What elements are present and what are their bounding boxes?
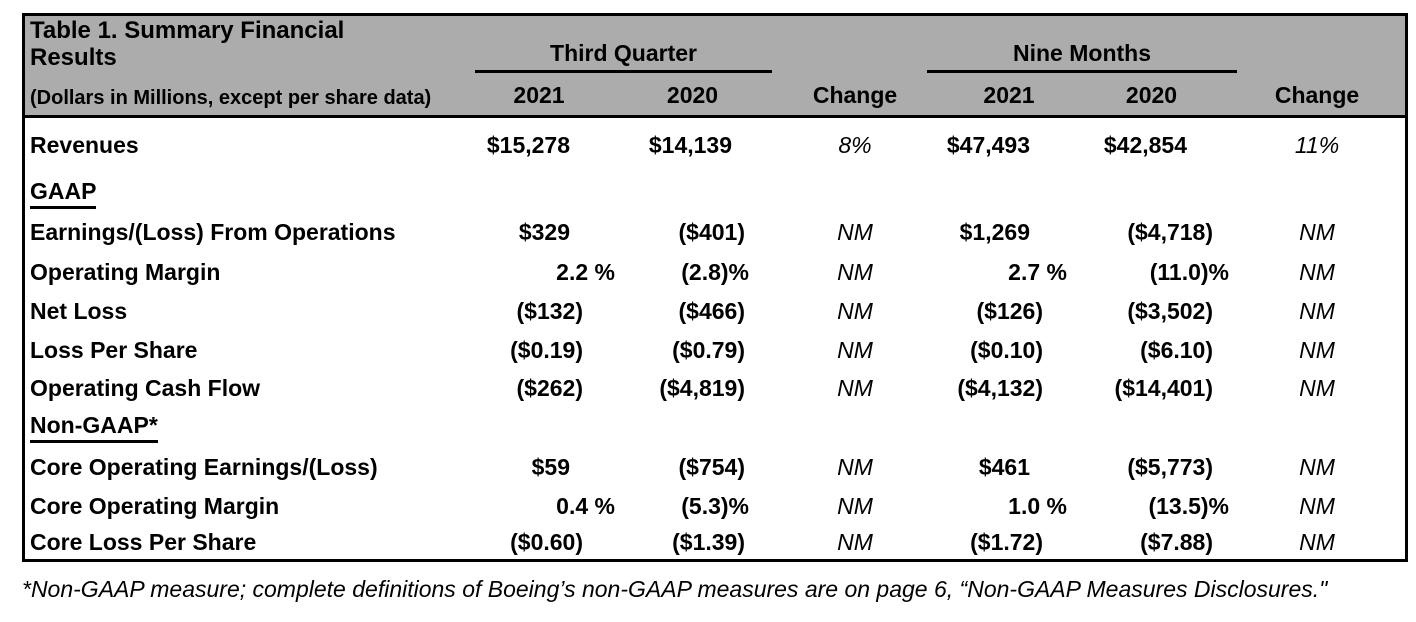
table-row-core-operating-earnings-loss: Core Operating Earnings/(Loss) $59 ($754… [25,447,1405,487]
cell-nm-change: NM [1299,493,1335,519]
cell-q3-2021: 2.2 % [556,258,615,285]
col-header-nm-2020: 2020 [1125,82,1178,108]
row-label: Core Loss Per Share [30,529,257,555]
cell-nm-2020: $42,854 [1103,132,1187,158]
cell-nm-2020: (13.5)% [1148,493,1229,519]
cell-q3-2021: $329 [518,219,570,245]
col-header-nm-change: Change [1274,82,1360,108]
row-label: Loss Per Share [30,336,198,363]
cell-nm-2020: ($7.88) [1140,529,1213,555]
table-title: Table 1. Summary Financial Results [30,17,344,71]
row-label: Core Operating Earnings/(Loss) [30,453,378,480]
cell-nm-change: NM [1299,453,1335,480]
cell-nm-2021: 2.7 % [1008,258,1067,285]
section-label-wrap: GAAP [25,178,459,209]
cell-q3-change: NM [837,298,873,324]
group-header-nine-months: Nine Months [927,40,1237,73]
row-label: Operating Cash Flow [30,374,261,401]
cell-q3-change: NM [837,529,873,555]
cell-nm-2021: $461 [978,453,1030,480]
table-section-row-non-gaap: Non-GAAP* [25,407,1405,447]
cell-q3-2021: ($132) [516,298,583,324]
cell-nm-2021: ($4,132) [957,374,1043,401]
table-row-revenues: Revenues $15,278 $14,139 8% $47,493 $42,… [25,118,1405,173]
cell-q3-2020: ($4,819) [659,374,745,401]
group-header-third-quarter-label: Third Quarter [550,40,697,66]
cell-q3-2021: ($262) [516,374,583,401]
table-body: Revenues $15,278 $14,139 8% $47,493 $42,… [25,118,1405,559]
cell-nm-2021: $1,269 [959,219,1030,245]
col-header-nm-2021: 2021 [983,82,1035,108]
col-header-q3-change: Change [812,82,898,108]
section-label: Non-GAAP* [30,412,158,443]
summary-financial-table: Table 1. Summary Financial Results (Doll… [22,13,1408,562]
section-label-wrap: Non-GAAP* [25,412,459,443]
group-header-third-quarter: Third Quarter [475,40,772,73]
cell-nm-change: NM [1299,336,1335,363]
cell-q3-change: NM [837,374,873,401]
table-subtitle: (Dollars in Millions, except per share d… [30,87,432,109]
table-title-line2: Results [30,44,117,71]
row-label: Operating Margin [30,258,221,285]
cell-q3-2021: ($0.19) [510,336,583,363]
cell-nm-change: 11% [1294,132,1340,158]
table-row-net-loss: Net Loss ($132) ($466) NM ($126) ($3,502… [25,292,1405,331]
cell-q3-2021: $15,278 [486,132,570,158]
cell-q3-2020: ($401) [678,219,745,245]
cell-nm-2021: ($126) [976,298,1043,324]
cell-q3-2020: ($754) [678,453,745,480]
cell-nm-2021: ($0.10) [970,336,1043,363]
col-header-q3-2020: 2020 [666,82,719,108]
table-section-row-gaap: GAAP [25,173,1405,213]
row-label: Earnings/(Loss) From Operations [30,219,396,245]
cell-q3-change: NM [837,219,873,245]
row-label: Net Loss [30,298,128,324]
group-header-nine-months-label: Nine Months [1013,40,1151,66]
cell-q3-change: NM [837,493,873,519]
table-row-core-loss-per-share: Core Loss Per Share ($0.60) ($1.39) NM (… [25,526,1405,559]
table-row-operating-cash-flow: Operating Cash Flow ($262) ($4,819) NM (… [25,369,1405,407]
cell-nm-2020: ($5,773) [1127,453,1213,480]
cell-q3-2021: $59 [531,453,570,480]
col-header-q3-2021: 2021 [513,82,565,108]
cell-q3-2020: (2.8)% [681,258,749,285]
cell-q3-2020: ($0.79) [672,336,745,363]
cell-q3-change: NM [837,453,873,480]
section-label: GAAP [30,178,97,209]
table-row-earnings-loss-from-operations: Earnings/(Loss) From Operations $329 ($4… [25,213,1405,252]
cell-nm-2021: 1.0 % [1008,493,1067,519]
row-label: Core Operating Margin [30,493,280,519]
cell-q3-2021: 0.4 % [556,493,615,519]
table-title-line1: Table 1. Summary Financial [30,17,345,44]
cell-nm-2020: ($6.10) [1140,336,1213,363]
cell-nm-change: NM [1299,374,1335,401]
cell-nm-2020: ($14,401) [1114,374,1213,401]
row-label: Revenues [30,132,139,158]
cell-q3-2021: ($0.60) [510,529,583,555]
cell-nm-2020: ($3,502) [1127,298,1213,324]
cell-nm-change: NM [1299,529,1335,555]
table-row-core-operating-margin: Core Operating Margin 0.4 % (5.3)% NM 1.… [25,487,1405,526]
column-headers-row: 2021 2020 Change 2021 2020 Change [25,82,1405,109]
table-row-operating-margin: Operating Margin 2.2 % (2.8)% NM 2.7 % (… [25,252,1405,292]
cell-nm-2020: (11.0)% [1149,258,1229,285]
cell-q3-2020: ($466) [678,298,745,324]
cell-q3-change: NM [837,258,873,285]
cell-nm-change: NM [1299,219,1335,245]
cell-q3-change: 8% [838,132,872,158]
cell-nm-2021: $47,493 [946,132,1030,158]
cell-q3-2020: $14,139 [648,132,732,158]
cell-q3-2020: (5.3)% [681,493,749,519]
cell-nm-2021: ($1.72) [970,529,1043,555]
table-row-loss-per-share: Loss Per Share ($0.19) ($0.79) NM ($0.10… [25,331,1405,369]
cell-nm-change: NM [1299,298,1335,324]
cell-q3-2020: ($1.39) [672,529,745,555]
cell-q3-change: NM [837,336,873,363]
cell-nm-2020: ($4,718) [1127,219,1213,245]
table-header: Table 1. Summary Financial Results (Doll… [25,16,1405,118]
cell-nm-change: NM [1299,258,1335,285]
non-gaap-footnote: *Non-GAAP measure; complete definitions … [22,576,1328,602]
